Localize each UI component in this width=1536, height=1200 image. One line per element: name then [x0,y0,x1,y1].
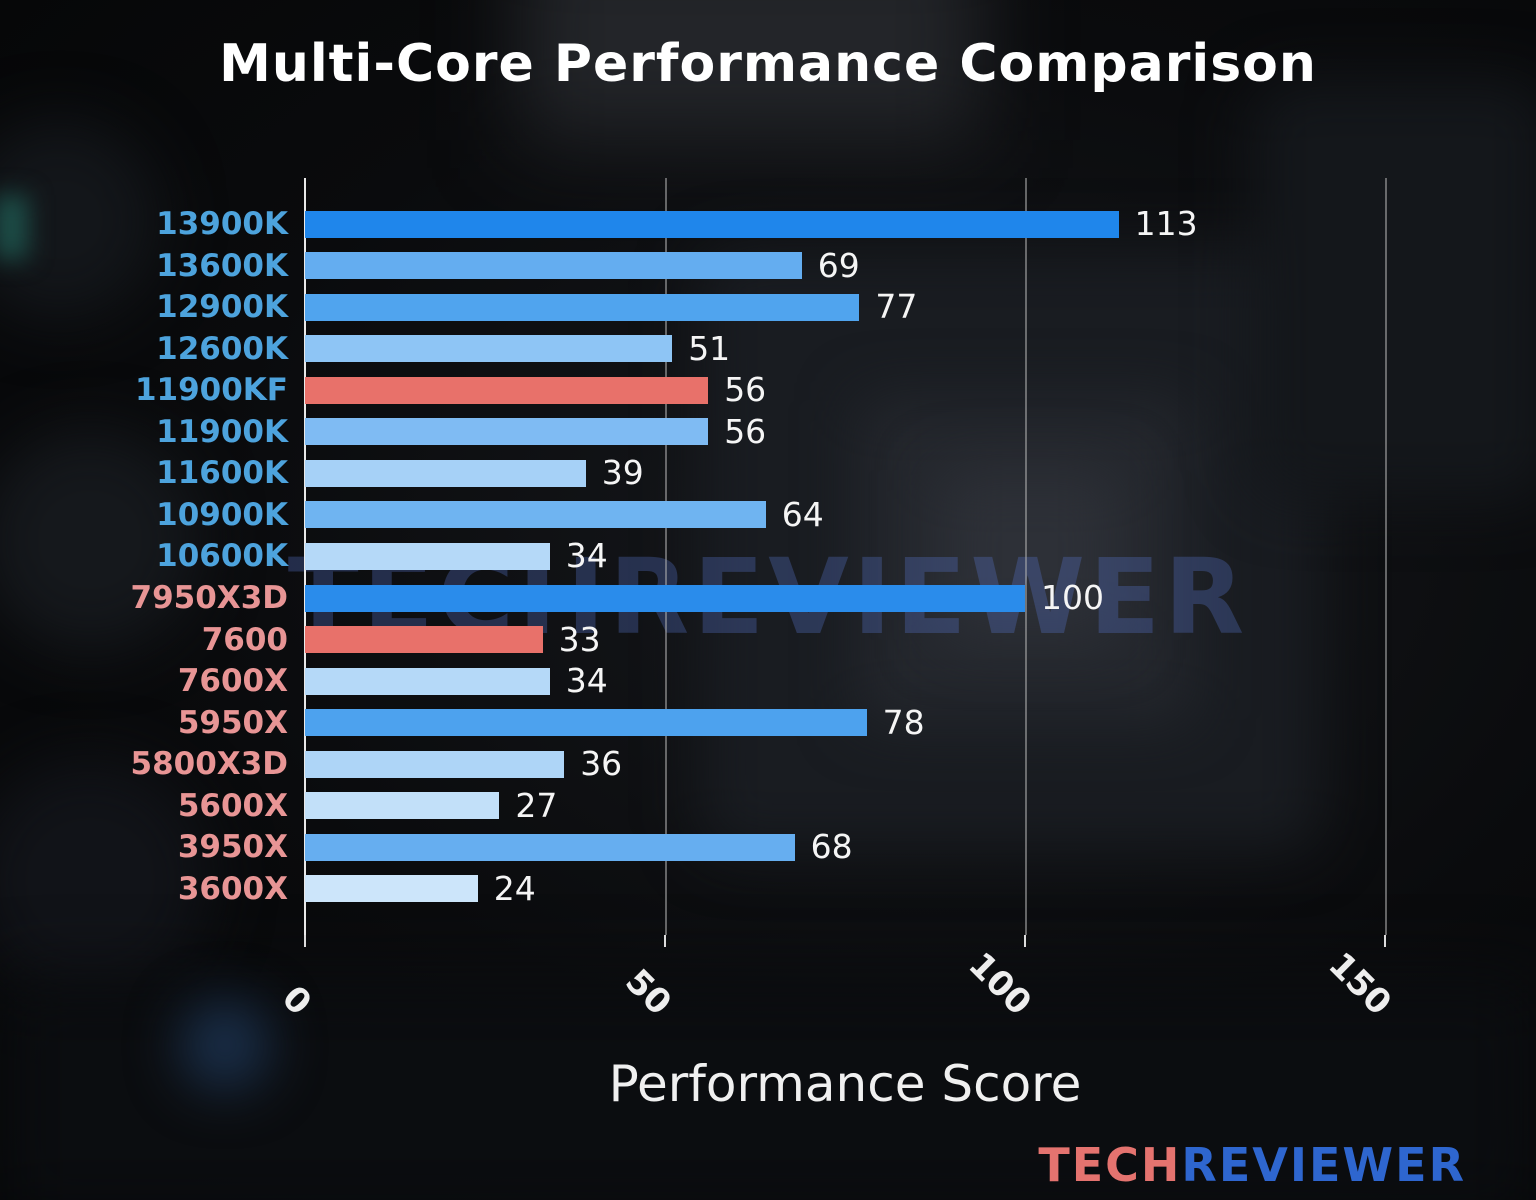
y-category-label: 13600K [156,247,288,284]
brand-logo: TECHREVIEWER [1038,1138,1466,1192]
brand-logo-tech: TECH [1038,1138,1182,1192]
x-tick-mark [664,935,666,947]
bar [305,833,795,861]
y-category-label: 12900K [156,289,288,326]
gridline [1385,178,1387,935]
bar [305,792,500,820]
bar-value-label: 33 [558,619,601,659]
y-category-label: 3950X [177,829,288,866]
y-category-label: 11900K [156,413,288,450]
chart-title: Multi-Core Performance Comparison [219,34,1317,94]
bar [305,501,766,529]
bar [305,335,673,363]
bar [305,418,709,446]
y-category-label: 7950X3D [130,580,288,617]
bar-value-label: 39 [601,453,644,493]
y-category-label: 10600K [156,538,288,575]
x-tick-label: 150 [1320,944,1399,1024]
bg-blue-dot [180,1000,270,1090]
bar [305,709,867,737]
bar [305,252,802,280]
bar-value-label: 56 [724,370,767,410]
bar-value-label: 27 [515,785,558,825]
bar-value-label: 34 [565,661,608,701]
bar-value-label: 113 [1134,204,1198,243]
bg-circle-middle [0,430,200,650]
y-category-label: 5800X3D [130,746,288,783]
bar [305,376,709,404]
bg-heatsink-blob [520,0,980,140]
bg-right-blob [1250,80,1536,500]
bar [305,293,860,321]
y-category-label: 13900K [156,206,288,242]
bar-value-label: 36 [580,744,623,784]
x-axis-label: Performance Score [608,1055,1082,1113]
x-tick-label: 0 [273,978,319,1024]
bar [305,667,550,695]
bar-value-label: 68 [810,827,853,867]
bar [305,210,1119,238]
y-category-label: 10900K [156,496,288,533]
y-category-label: 7600 [201,621,288,658]
brand-logo-reviewer: REVIEWER [1181,1138,1466,1192]
x-tick-mark [1384,935,1386,947]
x-tick-label: 50 [617,961,679,1024]
x-tick-mark [1024,935,1026,947]
bg-circle-bottom [0,760,210,1000]
bar [305,626,543,654]
x-tick-mark [304,935,306,947]
bar [305,542,550,570]
y-category-label: 12600K [156,330,288,367]
gridline [1025,178,1027,935]
bar-value-label: 24 [493,868,536,908]
bar-value-label: 64 [781,494,824,534]
gridline [665,178,667,935]
bg-cpu-die [940,470,1120,640]
bar [305,750,565,778]
y-category-label: 11900KF [134,372,288,409]
bar [305,584,1025,612]
bar [305,875,478,903]
bar-value-label: 77 [875,287,918,327]
bar [305,459,586,487]
bar-value-label: 100 [1041,578,1104,618]
x-tick-label: 100 [960,944,1039,1024]
y-category-label: 7600X [177,663,288,700]
bar-value-label: 34 [565,536,608,576]
y-category-label: 5600X [177,787,288,824]
bar-value-label: 56 [724,411,767,451]
bg-teal-led [0,195,28,259]
y-category-label: 5950X [177,704,288,741]
y-category-label: 3600X [177,870,288,907]
bar-value-label: 78 [882,702,925,742]
bar-value-label: 51 [688,328,731,368]
y-category-label: 11600K [156,455,288,492]
bar-value-label: 69 [817,245,860,285]
